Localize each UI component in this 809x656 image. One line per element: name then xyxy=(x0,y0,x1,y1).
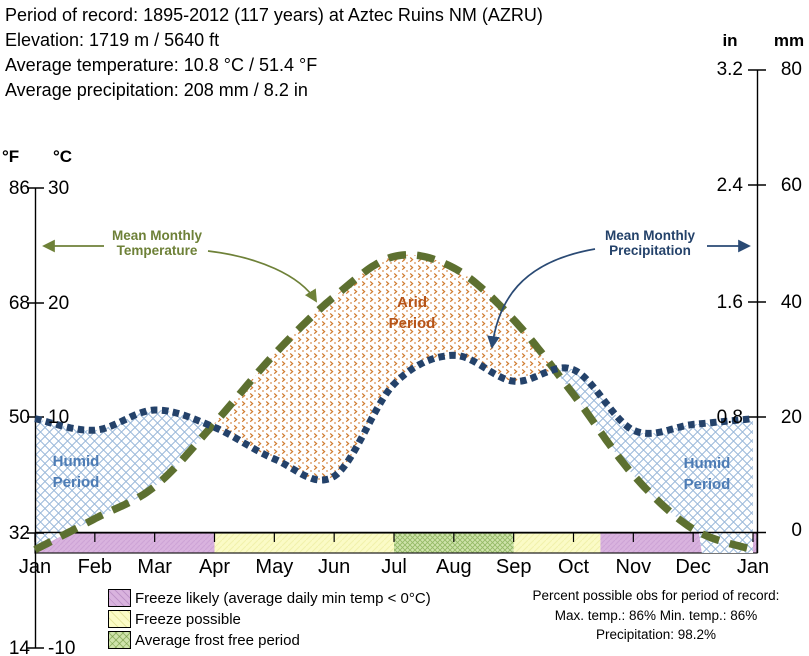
fahrenheit-tick-label: 86 xyxy=(8,177,30,199)
x-axis-month-label: Jan xyxy=(18,556,52,578)
header-period-of-record: Period of record: 1895-2012 (117 years) … xyxy=(5,5,543,25)
unit-millimeters-label: mm xyxy=(773,31,805,50)
x-axis-month-label: Aug xyxy=(436,556,472,578)
percent-obs-line3: Precipitation: 98.2% xyxy=(595,627,717,642)
humid-left-line1: Humid xyxy=(52,453,100,470)
percent-obs-line2: Max. temp.: 86% Min. temp.: 86% xyxy=(554,607,758,623)
legend-item-freeze-likely: Freeze likely (average daily min temp < … xyxy=(108,589,498,608)
freeze-possible-swatch xyxy=(108,610,131,628)
celsius-tick-label: 10 xyxy=(48,406,70,428)
legend-item-frost-free: Average frost free period xyxy=(108,631,498,650)
mean-temperature-annotation: Mean Monthly Temperature xyxy=(87,228,227,258)
mean-precipitation-annotation: Mean Monthly Precipitation xyxy=(580,228,720,258)
freeze-bar-segment-frost_free xyxy=(394,533,514,553)
arid-period-label-line1: Arid xyxy=(397,294,427,311)
percent-obs-line1: Percent possible obs for period of recor… xyxy=(532,588,780,603)
frost-free-swatch xyxy=(108,631,131,649)
freeze-frost-bar xyxy=(35,533,757,553)
x-axis-month-label: Feb xyxy=(77,556,113,578)
freeze-bar-segment-freeze_possible xyxy=(214,533,394,553)
x-axis-month-label: May xyxy=(255,556,294,578)
humid-right-line2: Period xyxy=(683,476,731,493)
freeze-bar-segment-freeze_likely xyxy=(35,533,215,553)
inches-tick-label: 3.2 xyxy=(716,58,743,80)
temperature-curve-arrow xyxy=(207,250,318,303)
arid-period-label-line2: Period xyxy=(388,315,436,332)
x-axis-month-label: Apr xyxy=(198,556,231,578)
fahrenheit-tick-label: 68 xyxy=(8,292,30,314)
freeze-bar-segment-freeze_possible xyxy=(513,533,601,553)
inches-tick-label: 0.8 xyxy=(716,406,743,428)
x-axis-month-label: Dec xyxy=(675,556,711,578)
unit-celsius-label: °C xyxy=(53,147,73,166)
x-axis-month-label: Jun xyxy=(318,556,351,578)
legend-item-freeze-possible: Freeze possible xyxy=(108,610,498,629)
celsius-tick-label: 30 xyxy=(48,177,70,199)
mean-monthly-temperature-curve xyxy=(33,251,755,554)
mean-precipitation-annotation-line2: Precipitation xyxy=(609,243,691,258)
fahrenheit-tick-label: 32 xyxy=(8,522,30,544)
mean-precipitation-annotation-line1: Mean Monthly xyxy=(605,228,695,243)
header-avg-temperature: Average temperature: 10.8 °C / 51.4 °F xyxy=(5,55,318,75)
header-avg-precipitation: Average precipitation: 208 mm / 8.2 in xyxy=(5,80,308,100)
precipitation-axis xyxy=(748,69,766,553)
millimeters-tick-label: 0 xyxy=(791,519,802,541)
humid-period-label-right: Humid Period xyxy=(657,453,757,495)
header-elevation: Elevation: 1719 m / 5640 ft xyxy=(5,30,220,50)
percent-possible-obs-note: Percent possible obs for period of recor… xyxy=(500,586,809,645)
millimeters-tick-label: 60 xyxy=(780,174,802,196)
inches-tick-label: 2.4 xyxy=(716,174,743,196)
unit-inches-label: in xyxy=(722,31,738,50)
mean-monthly-precipitation-curve xyxy=(34,351,754,484)
millimeters-tick-label: 80 xyxy=(780,58,802,80)
x-axis-month-label: Jan xyxy=(736,556,770,578)
humid-period-label-left: Humid Period xyxy=(26,451,126,493)
x-axis-month-label: Oct xyxy=(557,556,590,578)
humid-period-fill-right xyxy=(554,367,753,553)
x-axis-month-label: Jul xyxy=(381,556,407,578)
millimeters-tick-label: 40 xyxy=(780,291,802,313)
arid-period-fill xyxy=(214,254,555,481)
humid-left-line2: Period xyxy=(52,474,100,491)
inches-tick-label: 1.6 xyxy=(716,291,743,313)
freeze-possible-label: Freeze possible xyxy=(135,611,241,628)
x-axis-month-label: Sep xyxy=(495,556,532,578)
month-tick-marks xyxy=(34,533,754,542)
frost-free-label: Average frost free period xyxy=(135,632,300,649)
mean-temperature-annotation-line2: Temperature xyxy=(116,243,198,258)
precipitation-curve-arrow xyxy=(487,248,596,349)
freeze-likely-label: Freeze likely (average daily min temp < … xyxy=(135,590,431,607)
fahrenheit-tick-label: 14 xyxy=(8,637,30,656)
mean-temperature-annotation-line1: Mean Monthly xyxy=(112,228,202,243)
celsius-tick-label: -10 xyxy=(48,637,76,656)
x-axis-month-label: Mar xyxy=(137,556,172,578)
arid-period-label: Arid Period xyxy=(362,292,462,334)
unit-fahrenheit-label: °F xyxy=(2,147,20,166)
fahrenheit-tick-label: 50 xyxy=(8,406,30,428)
humid-period-fill-left xyxy=(35,410,215,550)
humid-right-line1: Humid xyxy=(683,455,731,472)
celsius-tick-label: 20 xyxy=(48,292,70,314)
x-axis-month-label: Nov xyxy=(615,556,652,578)
freeze-likely-swatch xyxy=(108,589,131,607)
millimeters-tick-label: 20 xyxy=(780,406,802,428)
